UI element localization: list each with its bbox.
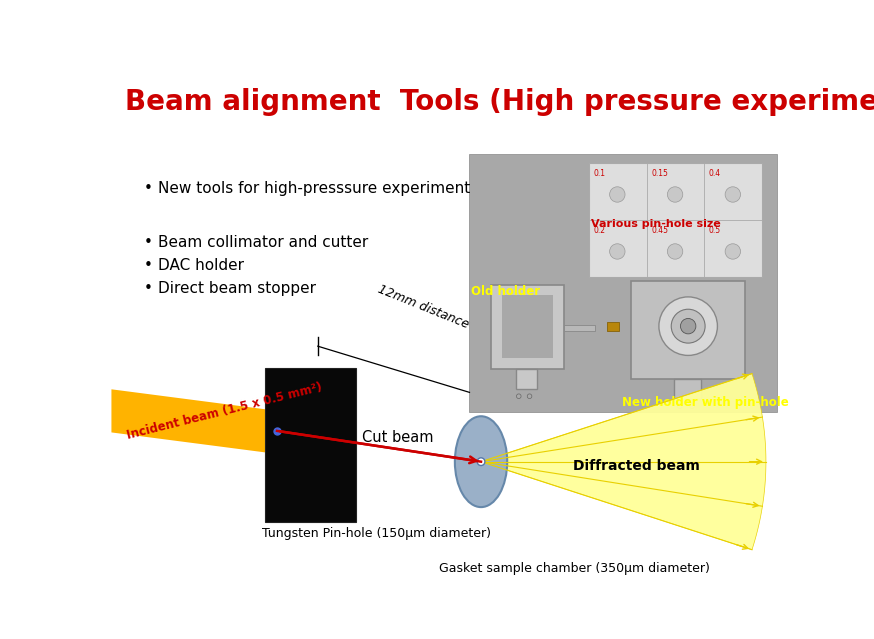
Circle shape xyxy=(725,187,740,202)
Bar xyxy=(589,163,762,277)
Text: Tungsten Pin-hole (150μm diameter): Tungsten Pin-hole (150μm diameter) xyxy=(261,527,490,540)
Bar xyxy=(631,281,746,380)
Circle shape xyxy=(517,394,521,399)
Bar xyxy=(674,380,701,399)
Text: Diffracted beam: Diffracted beam xyxy=(573,459,700,472)
Text: New holder with pin-hole: New holder with pin-hole xyxy=(622,396,788,409)
Bar xyxy=(502,295,553,358)
Text: •: • xyxy=(144,181,153,196)
Text: New tools for high-presssure experiment: New tools for high-presssure experiment xyxy=(157,181,470,196)
Text: •: • xyxy=(144,235,153,250)
Bar xyxy=(266,367,357,521)
Text: DAC holder: DAC holder xyxy=(157,258,244,273)
Circle shape xyxy=(527,394,532,399)
Circle shape xyxy=(690,404,694,408)
Text: 0.5: 0.5 xyxy=(709,226,721,235)
Text: •: • xyxy=(144,258,153,273)
Text: Cut beam: Cut beam xyxy=(362,429,434,445)
Circle shape xyxy=(610,187,625,202)
Polygon shape xyxy=(112,389,266,452)
Text: Gasket sample chamber (350μm diameter): Gasket sample chamber (350μm diameter) xyxy=(439,562,710,574)
Text: Incident beam (1.5 x 0.5 mm²): Incident beam (1.5 x 0.5 mm²) xyxy=(125,380,323,442)
Bar xyxy=(607,321,619,331)
Text: 12mm distance: 12mm distance xyxy=(376,282,470,331)
Text: 0.45: 0.45 xyxy=(651,226,669,235)
Circle shape xyxy=(681,318,696,334)
Circle shape xyxy=(668,243,683,259)
Circle shape xyxy=(610,243,625,259)
Ellipse shape xyxy=(454,416,507,507)
Text: Beam alignment  Tools (High pressure experiment): Beam alignment Tools (High pressure expe… xyxy=(125,88,874,116)
Text: Various pin-hole size: Various pin-hole size xyxy=(591,219,721,229)
Text: 0.2: 0.2 xyxy=(593,226,606,235)
Text: Beam collimator and cutter: Beam collimator and cutter xyxy=(157,235,368,250)
Polygon shape xyxy=(481,374,766,550)
Circle shape xyxy=(677,404,682,408)
Text: Old holder: Old holder xyxy=(471,284,540,298)
Text: 0.15: 0.15 xyxy=(651,169,668,178)
Text: Direct beam stopper: Direct beam stopper xyxy=(157,281,316,296)
Text: •: • xyxy=(144,281,153,296)
Circle shape xyxy=(671,309,705,343)
Circle shape xyxy=(725,243,740,259)
Text: 0.1: 0.1 xyxy=(593,169,606,178)
Circle shape xyxy=(668,187,683,202)
Text: 0.4: 0.4 xyxy=(709,169,721,178)
Bar xyxy=(469,154,778,412)
Circle shape xyxy=(477,458,485,466)
Bar xyxy=(565,325,595,331)
FancyBboxPatch shape xyxy=(491,284,565,369)
Bar xyxy=(516,369,538,389)
Circle shape xyxy=(659,297,718,355)
